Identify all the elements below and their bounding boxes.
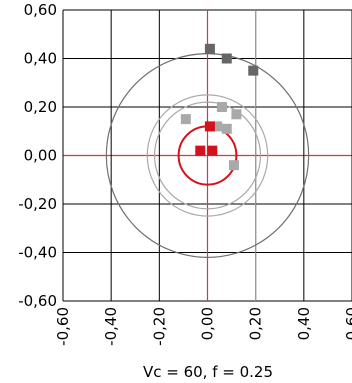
light-tolerance-circle <box>153 101 262 210</box>
red-data-point <box>195 145 206 156</box>
dark-data-point <box>248 65 259 76</box>
x-tick-label: -0,40 <box>102 307 120 346</box>
x-tick-label: -0,60 <box>54 307 72 346</box>
y-tick-label: 0,20 <box>24 98 57 116</box>
light-data-point <box>212 121 223 132</box>
x-tick-label: 0,00 <box>199 307 217 340</box>
dark-data-point <box>221 53 232 64</box>
x-tick-label: 0,40 <box>295 307 313 340</box>
red-data-point <box>207 145 218 156</box>
light-data-point <box>221 123 232 134</box>
light-data-point <box>228 160 239 171</box>
y-tick-label: -0,60 <box>18 292 57 310</box>
y-tick-labels: 0,60 0,40 0,20 0,00 -0,20 -0,40 -0,60 <box>18 1 57 310</box>
y-tick-label: 0,40 <box>24 50 57 68</box>
y-tick-label: 0,60 <box>24 1 57 19</box>
x-tick-labels: -0,60 -0,40 -0,20 0,00 0,20 0,40 0,60 <box>54 307 352 346</box>
light-data-point <box>180 114 191 125</box>
x-tick-label: 0,60 <box>343 307 352 340</box>
light-tolerance-circle <box>146 94 269 217</box>
y-tick-label: -0,40 <box>18 244 57 262</box>
x-axis-label: Vc = 60, f = 0.25 <box>143 363 273 381</box>
x-tick-label: 0,20 <box>247 307 265 340</box>
light-data-point <box>216 102 227 112</box>
y-tick-label: 0,00 <box>24 147 57 165</box>
red-data-point <box>204 121 215 132</box>
points-layer <box>180 43 259 171</box>
x-tick-label: -0,20 <box>150 307 168 346</box>
dark-data-point <box>204 43 215 54</box>
y-tick-label: -0,20 <box>18 195 57 213</box>
light-data-point <box>231 109 242 120</box>
